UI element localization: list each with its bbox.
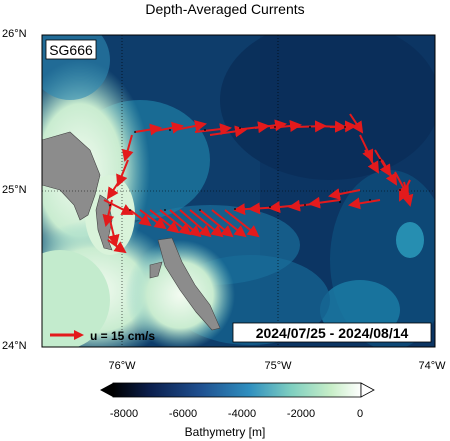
- colorbar-label: Bathymetry [m]: [184, 425, 266, 439]
- current-vectors: [102, 113, 414, 254]
- colorbar: [100, 382, 375, 398]
- scale-arrow-icon: [50, 330, 84, 340]
- track-dots: [109, 126, 401, 211]
- scale-arrow-label: u = 15 cm/s: [90, 329, 155, 343]
- colorbar-tick: -2000: [286, 408, 316, 420]
- date-range: 2024/07/25 - 2024/08/14: [256, 325, 409, 341]
- lat-label-25n: 25°N: [2, 184, 27, 196]
- lon-label-76w: 76°W: [108, 360, 136, 372]
- date-range-box: [232, 322, 432, 343]
- colorbar-tick: -4000: [227, 408, 257, 420]
- map-frame: [41, 34, 436, 348]
- colorbar-tick: 0: [356, 408, 364, 420]
- colorbar-tick: -6000: [168, 408, 198, 420]
- bathymetry-layer: [42, 35, 435, 347]
- lat-label-26n: 26°N: [2, 28, 27, 40]
- lon-label-74w: 74°W: [418, 360, 446, 372]
- colorbar-tick: -8000: [109, 408, 139, 420]
- map-title: Depth-Averaged Currents: [145, 1, 305, 17]
- lat-label-24n: 24°N: [2, 340, 27, 352]
- glider-label: SG666: [49, 42, 93, 58]
- glider-label-box: [45, 39, 97, 60]
- lon-label-75w: 75°W: [264, 360, 292, 372]
